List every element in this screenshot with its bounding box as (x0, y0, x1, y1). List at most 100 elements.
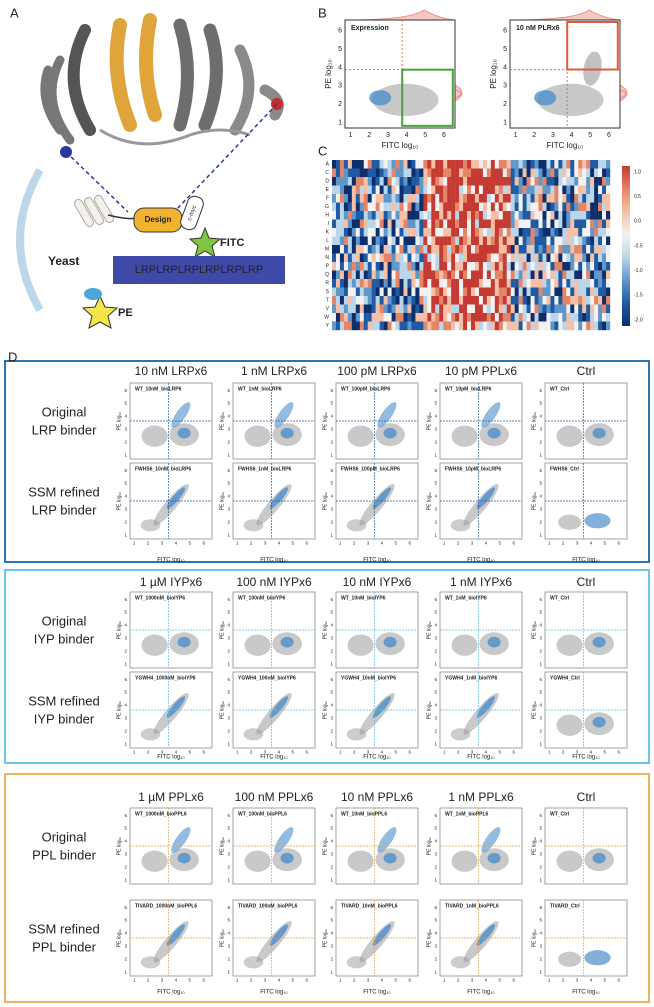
heatmap-cell (415, 219, 420, 229)
heatmap-cell (399, 177, 404, 186)
row-label: E (326, 187, 330, 193)
heatmap-cell (582, 279, 587, 288)
y-tick-label: 3 (539, 944, 542, 949)
heatmap-cell (502, 296, 507, 305)
heatmap-cell (598, 262, 603, 271)
heatmap-cell (546, 304, 551, 314)
heatmap-cell (395, 279, 400, 288)
y-tick-label: 2 (330, 648, 333, 653)
y-tick-label: 1 (539, 741, 542, 746)
heatmap-cell (534, 202, 539, 212)
heatmap-cell (451, 219, 456, 229)
heatmap-cell (546, 194, 551, 203)
heatmap-cell (558, 168, 563, 178)
cell-cloud (584, 513, 611, 529)
heatmap-cell (486, 168, 492, 178)
x-tick-label: 1 (236, 541, 239, 546)
heatmap-cell (566, 287, 571, 297)
heatmap-cell (554, 262, 559, 271)
x-axis-label: FITC log₁₀ (547, 141, 584, 150)
heatmap-cell (578, 236, 583, 246)
sample-name: WT_Ctrl (550, 386, 570, 392)
row-label: P (326, 264, 330, 270)
row-label: Q (325, 272, 329, 278)
heatmap-cell (606, 270, 611, 280)
heatmap-cell (482, 313, 488, 322)
y-tick-label: 4 (434, 839, 437, 844)
heatmap-cell (566, 321, 571, 331)
heatmap-cell (566, 313, 571, 322)
cell-cloud (177, 636, 191, 648)
heatmap-cell (471, 236, 476, 246)
heatmap-cell (498, 219, 503, 229)
heatmap-cell (363, 236, 368, 246)
heatmap-cell (367, 168, 372, 178)
heatmap-cell (482, 321, 488, 331)
y-tick-label: 2 (227, 956, 230, 961)
heatmap-cell (363, 202, 368, 212)
heatmap-cell (411, 211, 416, 220)
y-tick-label: 4 (434, 414, 437, 419)
heatmap-cell (403, 270, 408, 280)
y-tick-label: 3 (124, 944, 127, 949)
heatmap-cell (415, 321, 420, 331)
y-tick-label: 5 (539, 610, 542, 615)
y-tick-label: 1 (330, 661, 333, 666)
heatmap-cell (502, 279, 507, 288)
heatmap-cell (506, 177, 511, 186)
heatmap-cell (542, 160, 547, 169)
heatmap-cell (359, 245, 364, 254)
heatmap-cell (363, 287, 368, 297)
cell-cloud (383, 852, 397, 864)
x-axis-label: FITC log₁₀ (157, 990, 185, 996)
heatmap-cell (550, 279, 555, 288)
heatmap-cell (431, 219, 436, 229)
heatmap-cell (467, 219, 472, 229)
heatmap-cell (339, 202, 345, 212)
heatmap-cell (538, 296, 543, 305)
y-tick-label: 4 (227, 623, 230, 628)
heatmap-cell (538, 270, 543, 280)
heatmap-cell (399, 194, 404, 203)
heatmap-cell (415, 313, 420, 322)
heatmap-cell (435, 211, 440, 220)
heatmap-cell (375, 177, 380, 186)
heatmap-cell (506, 262, 511, 271)
heatmap-cell (486, 228, 492, 237)
heatmap-cell (459, 202, 464, 212)
heatmap-cell (490, 313, 496, 322)
heatmap-cell (574, 296, 579, 305)
heatmap-cell (538, 219, 543, 229)
row-label: L (326, 238, 329, 244)
heatmap-cell (598, 321, 603, 331)
x-tick-label: 5 (292, 978, 295, 983)
heatmap-cell (566, 270, 571, 280)
heatmap-cell (403, 245, 408, 254)
heatmap-cell (463, 245, 468, 254)
heatmap-cell (602, 211, 607, 220)
heatmap-cell (566, 304, 571, 314)
heatmap-cell (534, 160, 539, 169)
heatmap-cell (423, 253, 428, 263)
heatmap-cell (578, 160, 583, 169)
heatmap-cell (443, 304, 448, 314)
heatmap-cell (463, 296, 468, 305)
heatmap-cell (566, 236, 571, 246)
heatmap-cell (407, 228, 412, 237)
y-tick-label: 1 (434, 969, 437, 974)
cell-cloud (166, 924, 186, 946)
heatmap-cell (403, 168, 408, 178)
y-tick-label: 1 (539, 452, 542, 457)
heatmap-cell (332, 304, 337, 314)
heatmap-cell (355, 160, 360, 169)
x-tick-label: 2 (147, 978, 150, 983)
heatmap-cell (482, 168, 488, 178)
heatmap-cell (332, 279, 337, 288)
y-tick-label: 3 (539, 507, 542, 512)
heatmap-cell (443, 202, 448, 212)
heatmap-cell (351, 177, 357, 186)
heatmap-cell (538, 160, 543, 169)
heatmap-cell (538, 185, 543, 195)
heatmap-cell (375, 245, 380, 254)
heatmap-cell (578, 262, 583, 271)
